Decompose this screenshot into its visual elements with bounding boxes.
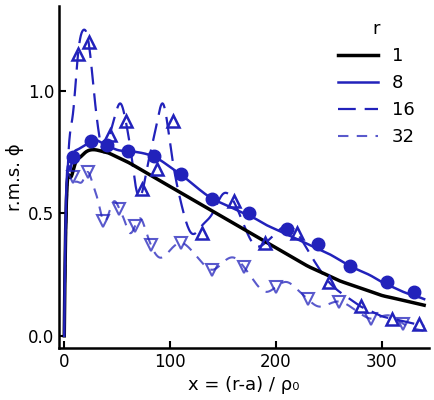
16: [235, 208, 240, 213]
32: [276, 282, 281, 287]
32: [235, 258, 240, 262]
Y-axis label: r.m.s. ϕ: r.m.s. ϕ: [6, 143, 23, 211]
1: [90, 147, 95, 152]
8: [235, 208, 240, 213]
1: [413, 301, 418, 306]
8: [421, 297, 426, 302]
32: [67, 163, 72, 168]
16: [256, 244, 262, 249]
Line: 16: 16: [64, 30, 423, 336]
32: [233, 256, 238, 261]
32: [413, 327, 418, 332]
1: [256, 236, 262, 241]
16: [413, 322, 418, 326]
Line: 1: 1: [64, 150, 423, 336]
1: [235, 224, 240, 228]
1: [62, 333, 67, 338]
Line: 32: 32: [64, 166, 423, 336]
Legend: 1, 8, 16, 32: 1, 8, 16, 32: [332, 14, 419, 152]
16: [233, 204, 238, 208]
8: [62, 333, 67, 338]
8: [233, 207, 238, 212]
1: [233, 222, 238, 227]
8: [413, 294, 418, 299]
8: [356, 268, 362, 273]
X-axis label: x = (r-a) / ρ₀: x = (r-a) / ρ₀: [188, 376, 299, 394]
32: [62, 333, 67, 338]
8: [256, 219, 262, 224]
8: [276, 228, 281, 233]
16: [356, 304, 362, 308]
1: [421, 303, 426, 308]
16: [82, 27, 87, 32]
32: [421, 328, 426, 333]
16: [276, 228, 281, 232]
32: [256, 286, 262, 290]
32: [356, 311, 362, 316]
16: [421, 324, 426, 328]
8: [92, 138, 98, 142]
1: [356, 286, 362, 290]
Line: 8: 8: [64, 140, 423, 336]
16: [62, 333, 67, 338]
1: [276, 247, 281, 252]
